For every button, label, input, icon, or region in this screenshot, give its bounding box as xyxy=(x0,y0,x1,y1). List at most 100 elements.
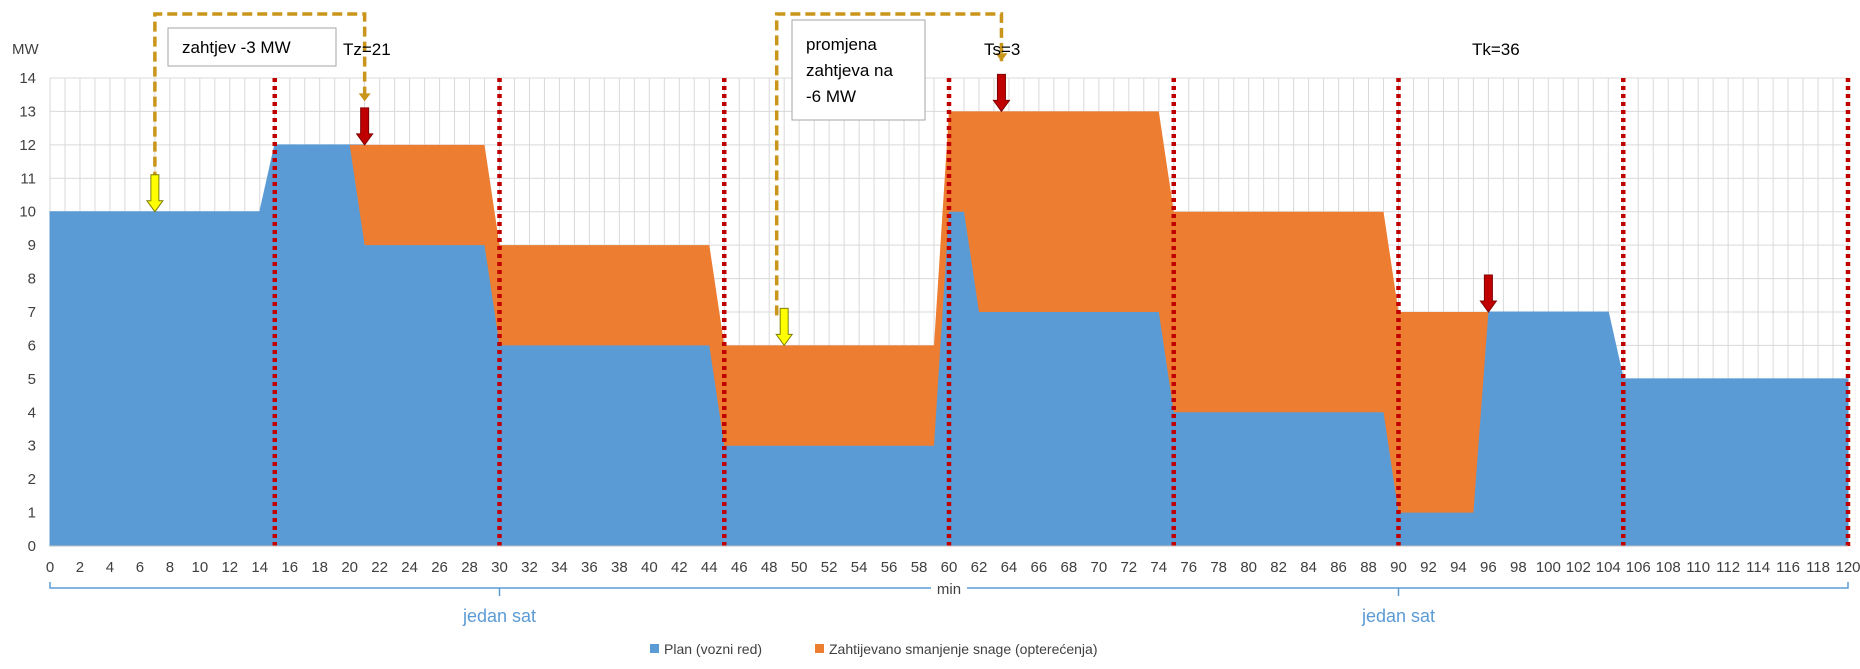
x-tick-label: 22 xyxy=(371,559,388,576)
x-tick-label: 104 xyxy=(1596,559,1621,576)
x-tick-label: 52 xyxy=(821,559,838,576)
x-tick-label: 30 xyxy=(491,559,508,576)
x-tick-label: 32 xyxy=(521,559,538,576)
legend-label-plan: Plan (vozni red) xyxy=(664,641,762,657)
y-tick-label: 0 xyxy=(28,538,36,555)
x-tick-label: 108 xyxy=(1656,559,1681,576)
x-tick-label: 78 xyxy=(1210,559,1227,576)
legend-swatch-plan xyxy=(650,644,659,653)
y-tick-label: 10 xyxy=(19,204,36,221)
x-tick-label: 118 xyxy=(1806,559,1830,576)
x-tick-label: 68 xyxy=(1061,559,1078,576)
x-tick-label: 82 xyxy=(1270,559,1287,576)
change-box xyxy=(791,19,926,121)
y-axis-title: MW xyxy=(12,41,39,58)
red-arrow-icon xyxy=(992,73,1011,113)
x-tick-label: 6 xyxy=(136,559,144,576)
y-tick-label: 2 xyxy=(28,471,36,488)
x-tick-label: 36 xyxy=(581,559,598,576)
y-tick-label: 7 xyxy=(28,304,36,321)
x-tick-label: 10 xyxy=(191,559,208,576)
x-tick-label: 112 xyxy=(1716,559,1740,576)
x-tick-label: 70 xyxy=(1090,559,1107,576)
red-arrow-icon xyxy=(355,107,374,146)
hour-label-left: jedan sat xyxy=(462,606,536,626)
connector-arrowhead xyxy=(358,93,371,102)
x-tick-label: 20 xyxy=(341,559,358,576)
x-tick-label: 12 xyxy=(221,559,238,576)
x-tick-label: 88 xyxy=(1360,559,1377,576)
y-tick-label: 8 xyxy=(28,271,36,288)
x-tick-label: 16 xyxy=(281,559,298,576)
red-arrow-icon xyxy=(1479,274,1498,313)
x-tick-label: 64 xyxy=(1001,559,1018,576)
yellow-arrow-icon xyxy=(145,174,164,213)
x-tick-label: 50 xyxy=(791,559,808,576)
y-tick-label: 11 xyxy=(20,170,36,187)
x-tick-label: 60 xyxy=(941,559,958,576)
y-tick-label: 13 xyxy=(19,103,36,120)
connector-arrowhead xyxy=(995,53,1008,62)
y-tick-label: 5 xyxy=(28,371,36,388)
tz-label: Tz=21 xyxy=(343,40,391,59)
x-tick-label: 86 xyxy=(1330,559,1347,576)
x-tick-label: 84 xyxy=(1300,559,1317,576)
request-connector xyxy=(153,12,367,182)
x-tick-label: 46 xyxy=(731,559,748,576)
x-tick-label: 0 xyxy=(46,559,54,576)
x-tick-label: 14 xyxy=(251,559,268,576)
x-title-background xyxy=(931,578,967,598)
x-tick-label: 42 xyxy=(671,559,688,576)
y-tick-label: 4 xyxy=(28,404,36,421)
x-tick-label: 66 xyxy=(1031,559,1048,576)
y-tick-label: 1 xyxy=(28,505,36,522)
x-tick-label: 96 xyxy=(1480,559,1497,576)
x-axis-title: min xyxy=(937,581,961,598)
x-tick-label: 62 xyxy=(971,559,988,576)
x-tick-label: 4 xyxy=(106,559,114,576)
x-tick-label: 56 xyxy=(881,559,898,576)
x-tick-label: 58 xyxy=(911,559,928,576)
x-tick-label: 34 xyxy=(551,559,568,576)
x-tick-label: 90 xyxy=(1390,559,1407,576)
x-tick-label: 92 xyxy=(1420,559,1437,576)
legend-label-reduction: Zahtijevano smanjenje snage (opterećenja… xyxy=(829,641,1098,657)
x-tick-label: 48 xyxy=(761,559,778,576)
x-tick-label: 76 xyxy=(1180,559,1197,576)
x-tick-label: 110 xyxy=(1686,559,1710,576)
x-tick-label: 2 xyxy=(76,559,84,576)
x-tick-label: 100 xyxy=(1536,559,1561,576)
x-tick-label: 38 xyxy=(611,559,628,576)
series-area-2 xyxy=(349,111,1489,513)
x-tick-label: 102 xyxy=(1566,559,1591,576)
x-tick-label: 116 xyxy=(1776,559,1800,576)
x-tick-label: 8 xyxy=(166,559,174,576)
x-tick-label: 80 xyxy=(1240,559,1257,576)
x-tick-label: 120 xyxy=(1835,559,1860,576)
yellow-arrow-icon xyxy=(775,307,794,347)
legend-swatch-reduction xyxy=(815,644,824,653)
x-tick-label: 24 xyxy=(401,559,418,576)
x-tick-label: 54 xyxy=(851,559,868,576)
request-box xyxy=(167,27,337,67)
request-box-text: zahtjev -3 MW xyxy=(182,38,291,57)
x-tick-label: 106 xyxy=(1626,559,1651,576)
y-tick-label: 14 xyxy=(19,70,36,87)
x-tick-label: 26 xyxy=(431,559,448,576)
x-tick-label: 98 xyxy=(1510,559,1527,576)
hour-label-right: jedan sat xyxy=(1361,606,1435,626)
change-box-text: promjena xyxy=(806,35,877,54)
y-tick-label: 12 xyxy=(19,137,36,154)
y-tick-label: 6 xyxy=(28,337,36,354)
x-tick-label: 74 xyxy=(1150,559,1167,576)
ts-label: Ts=3 xyxy=(984,40,1020,59)
x-tick-label: 72 xyxy=(1120,559,1137,576)
change-box-text: -6 MW xyxy=(806,87,856,106)
x-tick-label: 28 xyxy=(461,559,478,576)
x-tick-label: 114 xyxy=(1746,559,1770,576)
x-tick-label: 40 xyxy=(641,559,658,576)
tk-label: Tk=36 xyxy=(1472,40,1520,59)
change-connector xyxy=(774,12,1004,316)
